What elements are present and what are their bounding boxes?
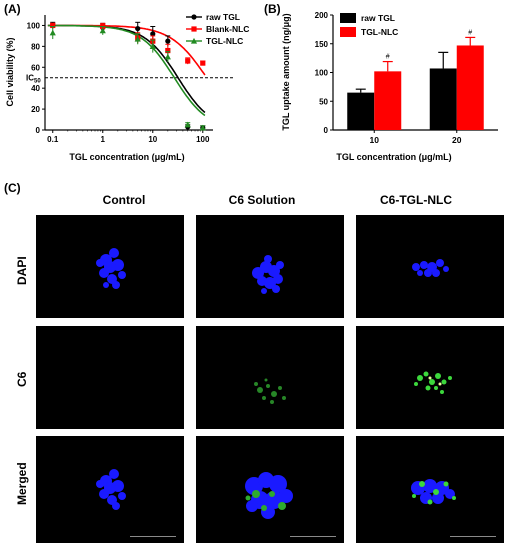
data-point: [164, 53, 171, 60]
viability-chart: Cell viability (%) TGL concentration (μg…: [5, 12, 249, 162]
viability-points: [49, 21, 206, 131]
x-tick-label: 100: [196, 135, 210, 144]
data-point: [149, 43, 156, 49]
fit-curve: [47, 24, 206, 117]
row-label-merged: Merged: [15, 462, 29, 505]
data-point: [135, 25, 141, 32]
data-point: [185, 58, 191, 64]
micrograph-c6-tgl-nlc-merged: [356, 436, 504, 543]
y-tick-label: 0: [36, 126, 41, 135]
y-tick-label: 200: [315, 11, 329, 20]
legend-label: TGL-NLC: [206, 36, 243, 46]
micrograph-control-merged: [36, 436, 184, 543]
micrograph-c6-solution-c6: [196, 326, 344, 429]
legend-label: raw TGL: [206, 12, 240, 22]
viability-y-label: Cell viability (%): [5, 37, 15, 106]
viability-x-label: TGL concentration (μg/mL): [69, 152, 184, 162]
x-tick-label: 20: [452, 135, 462, 145]
y-tick-label: 40: [31, 84, 40, 93]
data-point: [165, 38, 171, 44]
y-tick-label: 100: [27, 21, 41, 30]
significance-mark: #: [468, 29, 472, 36]
ic50-label: IC50: [26, 74, 41, 85]
legend-marker: [191, 14, 197, 20]
col-title-control: Control: [102, 193, 146, 207]
legend-marker: [191, 26, 197, 32]
col-title-c6-solution: C6 Solution: [228, 193, 296, 207]
bar: [456, 45, 484, 130]
uptake-bars: ##: [347, 29, 484, 130]
bar: [429, 68, 457, 130]
uptake-x-label: TGL concentration (μg/mL): [336, 152, 451, 162]
data-point: [49, 29, 56, 36]
legend-label: TGL-NLC: [361, 27, 398, 37]
x-tick-label: 1: [101, 135, 106, 144]
uptake-chart: TGL uptake amount (ng/μg) TGL concentrat…: [281, 11, 498, 162]
legend-swatch: [340, 27, 356, 37]
y-tick-label: 100: [315, 69, 329, 78]
bar: [347, 92, 375, 130]
uptake-y-label: TGL uptake amount (ng/μg): [281, 13, 291, 130]
micrograph-control-c6: [36, 326, 184, 429]
scale-bar: [290, 536, 336, 537]
data-point: [150, 31, 156, 37]
data-point: [134, 35, 141, 42]
legend-swatch: [340, 13, 356, 23]
y-tick-label: 50: [319, 97, 328, 106]
data-point: [99, 27, 106, 34]
y-tick-label: 60: [31, 63, 40, 72]
uptake-legend: raw TGL TGL-NLC: [340, 13, 398, 37]
fit-curve: [47, 24, 206, 114]
viability-fit-curves: [47, 24, 206, 117]
row-label-dapi: DAPI: [15, 256, 29, 285]
micrograph-c6-tgl-nlc-c6: [356, 326, 504, 429]
micrograph-c6-solution-merged: [196, 436, 344, 543]
col-title-c6-tgl-nlc: C6-TGL-NLC: [380, 193, 452, 207]
micrograph-c6-tgl-nlc-dapi: [356, 215, 504, 318]
panel-a-label: (A): [4, 2, 21, 16]
x-tick-label: 0.1: [47, 135, 59, 144]
y-tick-label: 150: [315, 40, 329, 49]
data-point: [200, 60, 206, 66]
data-point: [50, 22, 56, 29]
panel-b-label: (B): [264, 2, 281, 16]
x-tick-label: 10: [148, 135, 157, 144]
significance-mark: #: [386, 54, 390, 61]
legend-label: raw TGL: [361, 13, 395, 23]
data-point: [184, 121, 191, 128]
y-tick-label: 80: [31, 42, 40, 51]
legend-marker: [190, 37, 198, 44]
scale-bar: [130, 536, 176, 537]
panel-c-label: (C): [4, 181, 21, 195]
y-tick-label: 20: [31, 105, 40, 114]
y-tick-label: 0: [324, 126, 329, 135]
viability-axes: 0 20 40 60 80 100 0.1 1 10 100: [27, 15, 213, 144]
micrograph-control-dapi: [36, 215, 184, 318]
row-label-c6: C6: [15, 371, 29, 387]
legend-label: Blank-NLC: [206, 24, 249, 34]
micrograph-c6-solution-dapi: [196, 215, 344, 318]
x-tick-label: 10: [370, 135, 380, 145]
viability-legend: raw TGL Blank-NLC TGL-NLC: [186, 12, 249, 46]
data-point: [165, 47, 171, 54]
bar: [374, 71, 402, 130]
scale-bar: [450, 536, 496, 537]
fit-curve: [47, 24, 206, 76]
ic50-line: IC50: [26, 74, 233, 85]
data-point: [199, 124, 206, 131]
